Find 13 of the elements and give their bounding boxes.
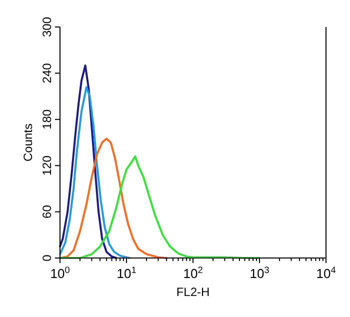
y-tick-label: 240: [40, 62, 54, 84]
x-tick-label: 10$^{1}$: [116, 265, 136, 281]
x-tick-label: 10$^{4}$: [316, 265, 336, 281]
y-tick-label: 0: [40, 254, 54, 262]
y-tick-label: 300: [40, 16, 54, 38]
x-tick-label: 10$^{0}$: [50, 265, 70, 281]
x-tick-label: 10$^{3}$: [250, 265, 270, 281]
y-tick-label: 180: [40, 109, 54, 130]
x-tick-label: 10$^{2}$: [183, 265, 203, 281]
y-tick-label: 120: [40, 155, 54, 176]
x-axis-title: FL2-H: [176, 285, 210, 299]
y-axis-title: Counts: [21, 123, 35, 162]
y-tick-label: 60: [40, 204, 54, 218]
